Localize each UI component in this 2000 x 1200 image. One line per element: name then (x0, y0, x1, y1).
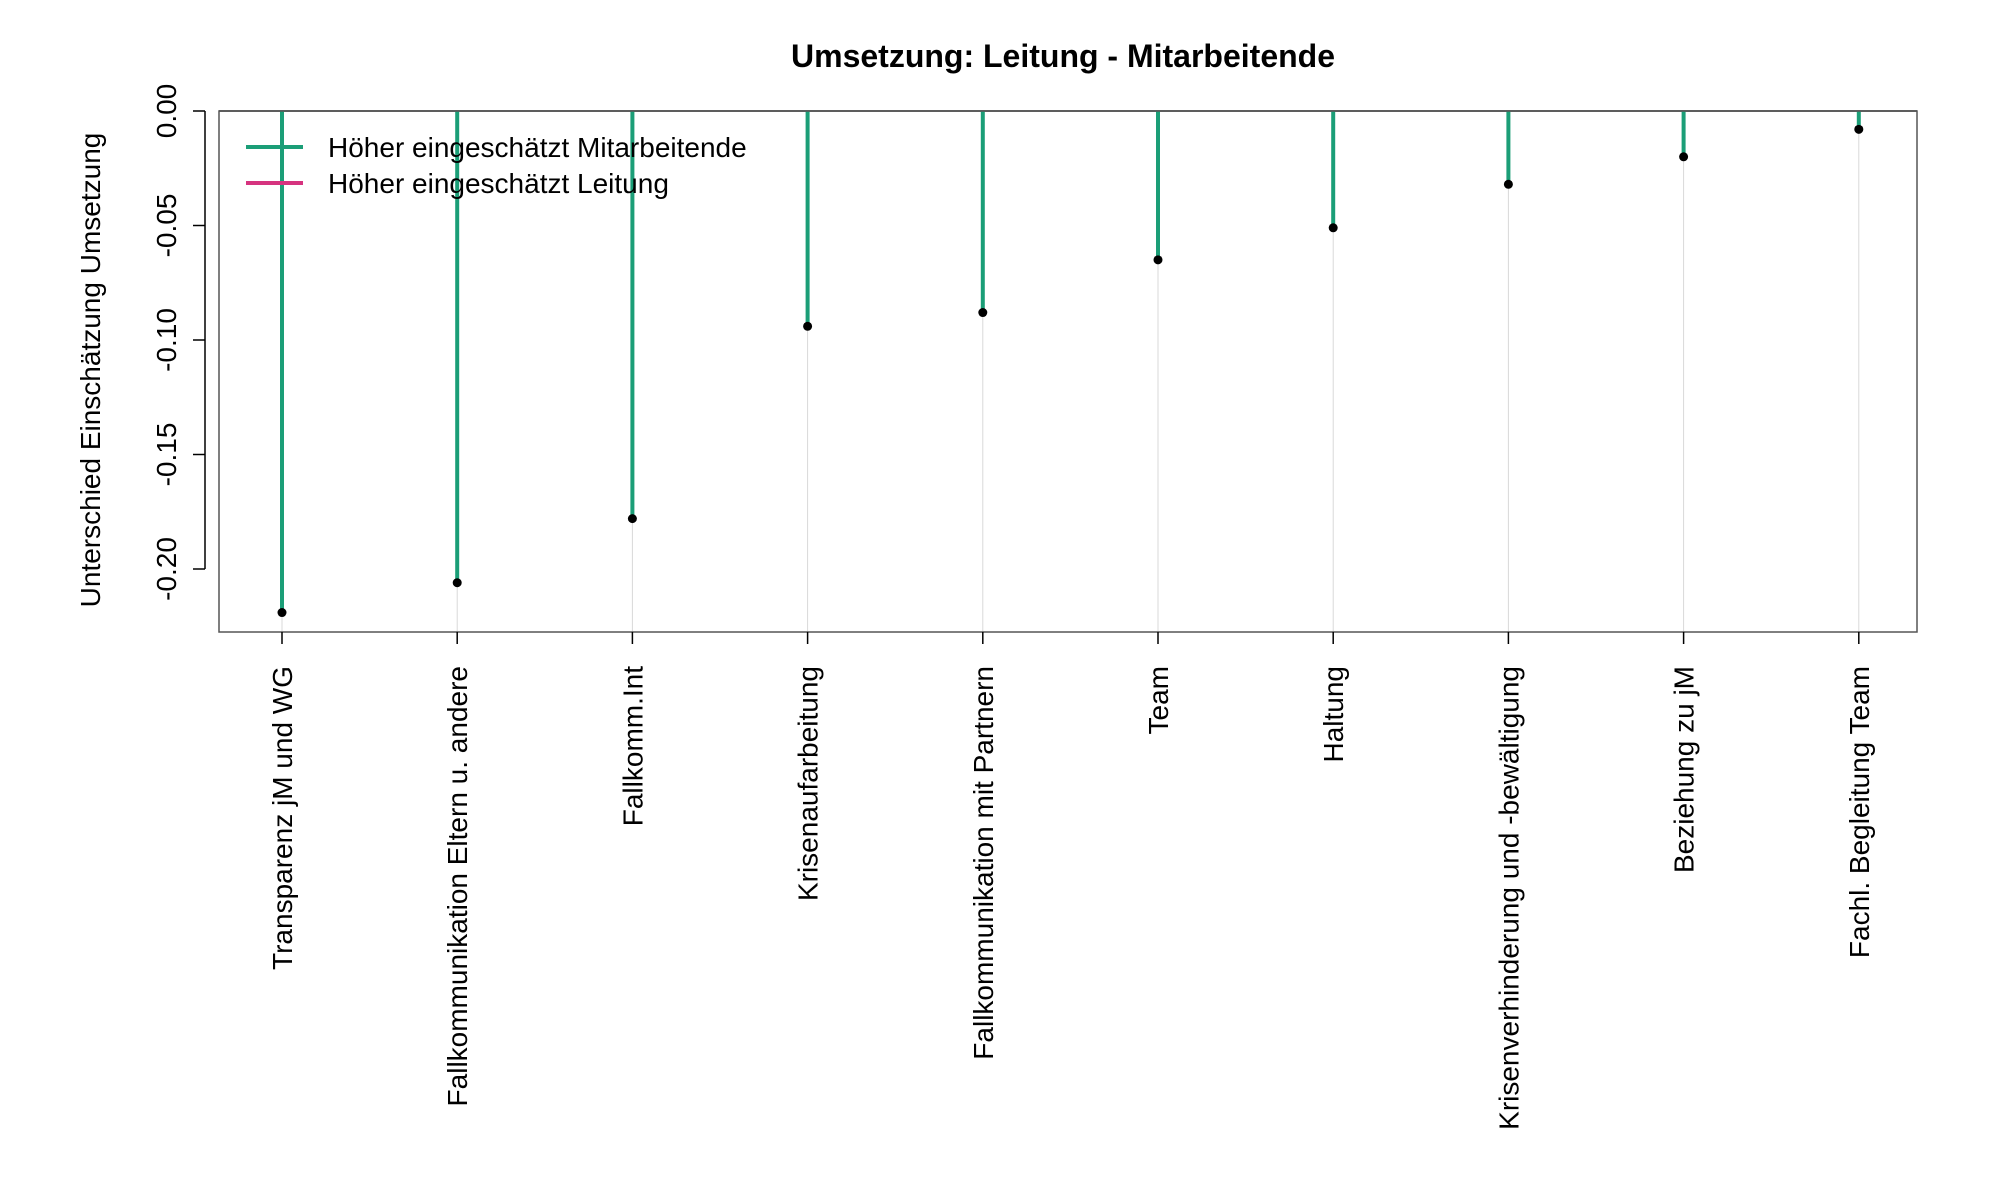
data-point-6 (1328, 223, 1338, 233)
x-tick-label-0: Transparenz jM und WG (267, 666, 298, 970)
legend-label-mitarbeitende: Höher eingeschätzt Mitarbeitende (328, 132, 747, 163)
data-point-7 (1503, 179, 1513, 189)
chart-title: Umsetzung: Leitung - Mitarbeitende (791, 38, 1335, 74)
x-tick-label-5: Team (1143, 666, 1174, 734)
y-tick-label-0: 0.00 (151, 84, 182, 139)
x-tick-label-3: Krisenaufarbeitung (793, 666, 824, 901)
plot-frame (218, 110, 1918, 633)
x-tick-label-1: Fallkommunikation Eltern u. andere (442, 666, 473, 1106)
x-tick-label-4: Fallkommunikation mit Partnern (968, 666, 999, 1060)
data-point-8 (1679, 152, 1689, 162)
legend-label-leitung: Höher eingeschätzt Leitung (328, 168, 669, 199)
data-point-9 (1854, 124, 1864, 134)
data-point-2 (627, 514, 637, 524)
data-point-1 (452, 578, 462, 588)
y-tick-label-4: -0.20 (151, 537, 182, 601)
y-tick-label-3: -0.15 (151, 423, 182, 487)
y-tick-label-2: -0.10 (151, 308, 182, 372)
x-tick-label-8: Beziehung zu jM (1669, 666, 1700, 873)
y-axis-label: Unterschied Einschätzung Umsetzung (75, 133, 106, 608)
data-point-0 (277, 608, 287, 618)
point-layer (277, 124, 1864, 618)
x-axis: Transparenz jM und WG Fallkommunikation E… (267, 632, 1875, 1130)
data-point-4 (978, 308, 988, 318)
x-tick-label-6: Haltung (1318, 666, 1349, 763)
data-point-3 (803, 321, 813, 331)
data-point-5 (1153, 255, 1163, 265)
x-tick-label-2: Fallkomm.Int (617, 666, 648, 826)
x-tick-label-9: Fachl. Begleitung Team (1844, 666, 1875, 958)
x-tick-label-7: Krisenverhinderung und -bewältigung (1493, 666, 1524, 1130)
bar-layer (280, 111, 1861, 613)
y-tick-label-1: -0.05 (151, 194, 182, 258)
y-axis: 0.00 -0.05 -0.10 -0.15 -0.20 (151, 84, 206, 601)
legend: Höher eingeschätzt Mitarbeitende Höher e… (246, 132, 747, 199)
